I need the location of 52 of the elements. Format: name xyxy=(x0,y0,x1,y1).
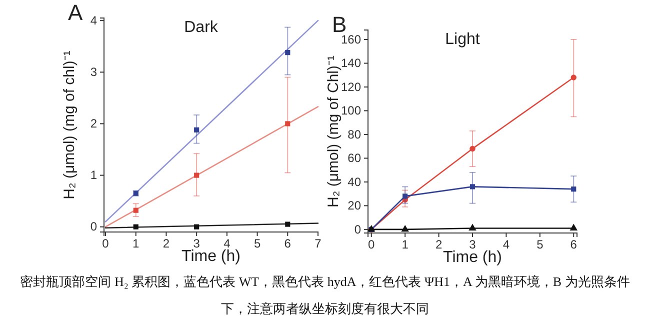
x-tick-label: 0 xyxy=(102,236,110,251)
point xyxy=(402,194,408,199)
x-tick-label: 4 xyxy=(502,238,510,252)
point xyxy=(285,50,290,56)
chart-title: Dark xyxy=(184,19,219,36)
y-tick-label: 0 xyxy=(90,220,98,234)
y-tick-label: 100 xyxy=(340,104,362,118)
y-tick-label: 3 xyxy=(90,64,98,79)
point xyxy=(285,222,290,227)
x-tick-label: 3 xyxy=(469,238,476,252)
point xyxy=(133,224,138,230)
y-tick-label: 1 xyxy=(90,168,98,182)
x-tick-label: 2 xyxy=(162,236,170,251)
point xyxy=(133,208,138,213)
x-tick-label: 1 xyxy=(402,238,409,252)
x-tick-label: 5 xyxy=(254,236,261,251)
y-tick-label: 80 xyxy=(348,127,362,142)
y-tick-label: 160 xyxy=(340,32,362,46)
point xyxy=(470,146,476,152)
y-tick-label: 140 xyxy=(340,56,362,70)
point xyxy=(194,127,200,132)
x-tick-label: 6 xyxy=(284,236,292,251)
x-tick-label: 7 xyxy=(314,236,322,251)
y-tick-label: 4 xyxy=(90,13,98,28)
x-tick-label: 1 xyxy=(132,236,140,251)
y-tick-label: 120 xyxy=(340,80,362,94)
point xyxy=(194,172,200,178)
x-tick-label: 5 xyxy=(536,238,544,252)
x-axis-title: Time (h) xyxy=(182,248,240,265)
point xyxy=(571,186,576,192)
text: 密封瓶顶部空间 H₂ 累积图，蓝色代表 WT，黑色代表 hydA，红色代表 ΨH1，A 为黑暗环境，B 为光照条件下，注意两者纵坐标刻度有很大不同 xyxy=(19,273,631,318)
point xyxy=(285,121,290,126)
text: A xyxy=(68,0,83,25)
y-axis-title: H₂ (μmol) (mg of chl)⁻¹ xyxy=(61,50,78,200)
y-tick-label: 60 xyxy=(348,151,362,166)
y-tick-label: 2 xyxy=(90,116,98,131)
point xyxy=(401,224,409,232)
x-tick-label: 2 xyxy=(435,238,442,252)
point xyxy=(470,184,476,190)
x-axis-title: Time (h) xyxy=(443,249,502,266)
y-tick-label: 0 xyxy=(354,222,362,236)
x-tick-label: 6 xyxy=(570,238,578,252)
point xyxy=(570,74,577,80)
y-tick-label: 40 xyxy=(348,174,362,189)
y-axis-title: H₂ (μmol) (mg of Chl)⁻¹ xyxy=(325,56,342,208)
x-tick-label: 0 xyxy=(368,238,376,252)
point xyxy=(570,224,578,230)
x-tick-label: 3 xyxy=(193,236,200,251)
y-tick-label: 20 xyxy=(348,198,362,213)
point xyxy=(468,224,476,230)
point xyxy=(194,224,200,230)
chart-title: Light xyxy=(445,31,480,48)
